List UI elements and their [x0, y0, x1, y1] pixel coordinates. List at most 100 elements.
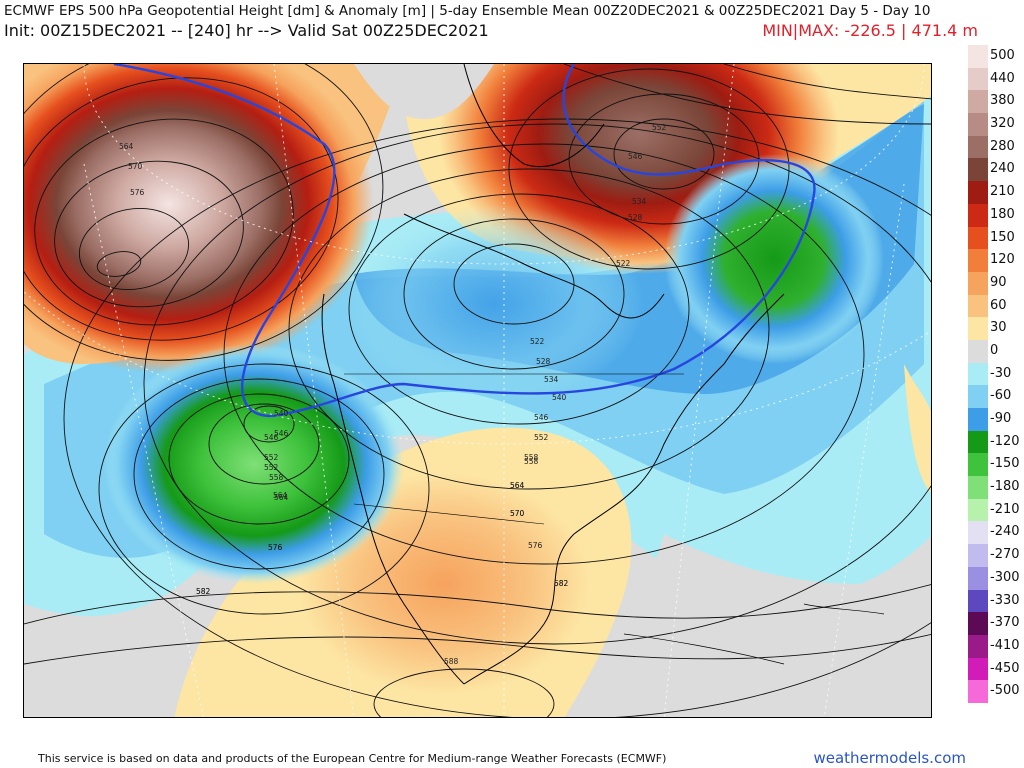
colorbar-row: 440 [968, 67, 1024, 91]
brand-link[interactable]: weathermodels.com [813, 749, 966, 767]
colorbar-row: 320 [968, 113, 1024, 136]
contour-label: 534 [544, 375, 559, 384]
contour-label: 558 [524, 457, 539, 466]
colorbar-label: 60 [990, 297, 1007, 313]
colorbar-label: -240 [990, 524, 1020, 540]
contour-label: 564 [510, 481, 525, 490]
colorbar-swatch [968, 158, 988, 182]
colorbar-swatch [968, 90, 988, 114]
colorbar-row: 150 [968, 226, 1024, 250]
colorbar-label: -30 [990, 365, 1012, 381]
colorbar-label: -210 [990, 501, 1020, 517]
contour-label: 552 [264, 463, 279, 472]
colorbar-label: -270 [990, 547, 1020, 563]
colorbar-swatch [968, 680, 988, 703]
colorbar-swatch [968, 226, 988, 250]
colorbar-swatch [968, 113, 988, 136]
colorbar-label: -180 [990, 479, 1020, 495]
contour-label: 564 [119, 142, 134, 151]
graticule [24, 64, 931, 717]
contour-label: 552 [652, 123, 667, 132]
colorbar-swatch [968, 589, 988, 613]
colorbar-row: -120 [968, 430, 1024, 454]
contour-label: 540 [552, 393, 567, 402]
colorbar-label: -450 [990, 660, 1020, 676]
contour-label: 582 [554, 579, 569, 588]
colorbar-row: -210 [968, 498, 1024, 522]
colorbar-swatch [968, 544, 988, 567]
colorbar-label: 240 [990, 161, 1015, 177]
ecmwf-credit: This service is based on data and produc… [38, 752, 667, 765]
contour-label: 546 [534, 413, 549, 422]
colorbar-row: -180 [968, 476, 1024, 499]
colorbar-swatch [968, 45, 988, 68]
colorbar-swatch [968, 362, 988, 386]
colorbar-row: -300 [968, 566, 1024, 590]
contour-label: 570 [128, 162, 143, 171]
colorbar-swatch [968, 294, 988, 318]
colorbar-swatch [968, 135, 988, 159]
contour-label: 570 [510, 509, 525, 518]
anomaly-map: 564 570 576 522 528 534 546 552 540 546 … [23, 63, 932, 718]
colorbar-label: -300 [990, 569, 1020, 585]
colorbar-swatch [968, 430, 988, 454]
contour-label: 528 [536, 357, 551, 366]
height-contours [24, 64, 931, 717]
colorbar-row: 210 [968, 181, 1024, 204]
contour-label: 546 [274, 429, 289, 438]
contour-label: 564 [510, 481, 525, 490]
contour-label: 528 [628, 213, 643, 222]
contour-label: 558 [524, 453, 539, 462]
colorbar-row: -450 [968, 657, 1024, 681]
contour-label: 522 [530, 337, 545, 346]
contour-label: 570 [510, 509, 525, 518]
map-canvas: 564 570 576 522 528 534 546 552 540 546 … [24, 64, 931, 717]
colorbar-swatch [968, 67, 988, 91]
contour-label: 522 [616, 259, 631, 268]
colorbar-swatch [968, 181, 988, 204]
colorbar-row: -150 [968, 453, 1024, 477]
colorbar-row: -270 [968, 544, 1024, 567]
colorbar-label: -60 [990, 388, 1012, 404]
contour-label: 546 [264, 433, 279, 442]
colorbar-row: 90 [968, 271, 1024, 295]
contour-labels: 564 570 576 522 528 534 546 552 540 546 … [119, 123, 667, 666]
colorbar-swatch [968, 385, 988, 408]
colorbar-row: -410 [968, 634, 1024, 658]
colorbar-label: 280 [990, 138, 1015, 154]
colorbar-label: 210 [990, 184, 1015, 200]
anomaly-colorbar: 500 440 380 320 280 240 210 180 150 120 90 60 30 0 -30… [968, 45, 1024, 703]
colorbar-label: -370 [990, 615, 1020, 631]
colorbar-label: 440 [990, 70, 1015, 86]
colorbar-label: -410 [990, 637, 1020, 653]
colorbar-label: 150 [990, 229, 1015, 245]
colorbar-row: 280 [968, 135, 1024, 159]
contour-label: 582 [196, 587, 211, 596]
colorbar-label: 0 [990, 342, 999, 358]
contour-label: 540 [274, 409, 289, 418]
colorbar-swatch [968, 271, 988, 295]
colorbar-swatch [968, 521, 988, 545]
colorbar-label: 90 [990, 274, 1007, 290]
contour-label: 564 [273, 491, 288, 500]
colorbar-row: -370 [968, 612, 1024, 635]
contour-label: 576 [268, 543, 283, 552]
colorbar-row: -500 [968, 680, 1024, 703]
contour-label: 546 [628, 152, 643, 161]
colorbar-label: 320 [990, 116, 1015, 132]
colorbar-row: 380 [968, 90, 1024, 114]
contour-label: 534 [632, 197, 647, 206]
colorbar-row: -30 [968, 362, 1024, 386]
colorbar-swatch [968, 317, 988, 340]
colorbar-swatch [968, 657, 988, 681]
colorbar-row: 500 [968, 45, 1024, 68]
colorbar-swatch [968, 453, 988, 477]
colorbar-label: -500 [990, 683, 1020, 699]
colorbar-row: 180 [968, 203, 1024, 227]
colorbar-label: -330 [990, 592, 1020, 608]
contour-label: 576 [528, 541, 543, 550]
colorbar-swatch [968, 339, 988, 363]
contour-label: 576 [268, 543, 283, 552]
contour-label: 552 [264, 453, 279, 462]
colorbar-swatch [968, 408, 988, 431]
